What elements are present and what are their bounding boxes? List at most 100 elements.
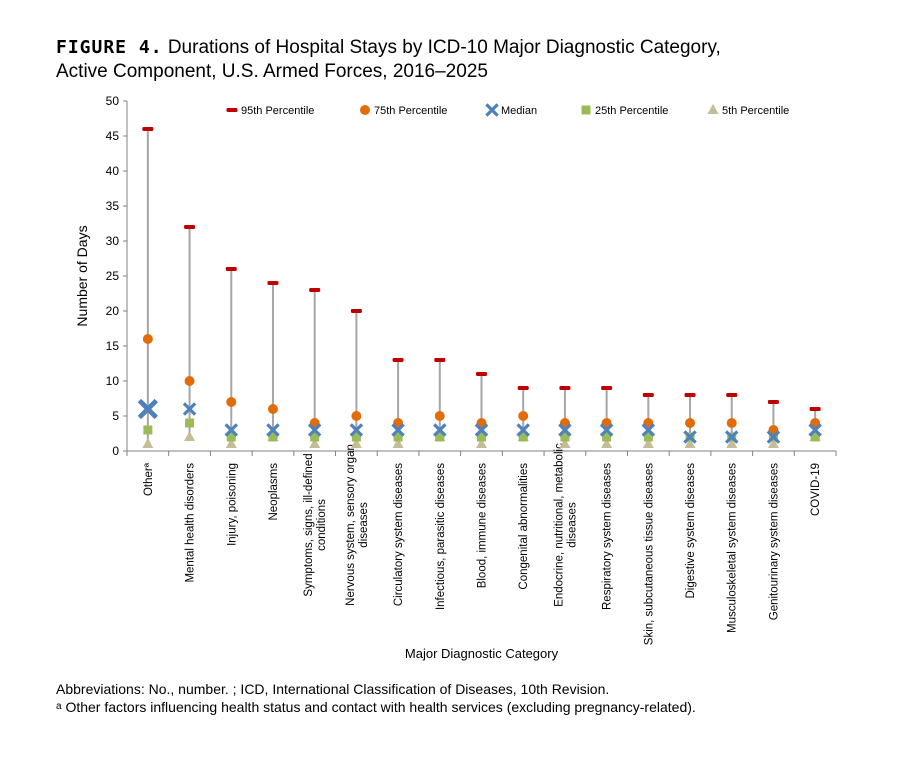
point-triangle	[559, 438, 571, 448]
category-label-line: diseases	[566, 502, 578, 548]
category-label-line: Congenital abnormalities	[518, 463, 530, 590]
point-square	[393, 432, 403, 442]
point-dash	[225, 267, 237, 271]
y-tick-label: 25	[106, 269, 120, 283]
category-label: Injury, poisoning	[226, 463, 238, 546]
point-circle	[518, 411, 529, 421]
point-dash	[267, 281, 279, 285]
point-dash	[767, 400, 779, 404]
point-x	[683, 430, 697, 444]
point-x	[808, 423, 822, 437]
category-label: Blood, immune diseases	[477, 463, 489, 589]
point-circle	[142, 334, 153, 344]
point-circle	[434, 411, 445, 421]
category-label: Congenital abnormalities	[518, 463, 530, 590]
point-circle	[184, 376, 195, 386]
legend-label: 95th Percentile	[241, 105, 314, 117]
category-label: Infectious, parasitic diseases	[435, 463, 447, 610]
legend-marker-dash	[226, 108, 238, 112]
point-x	[182, 402, 197, 416]
y-tick-label: 0	[112, 444, 119, 458]
footnote-text: Other factors influencing health status …	[65, 699, 696, 715]
category-label-line: Musculoskeletal system diseases	[727, 463, 739, 633]
category-label-line: Endocrine, nutritional, metabolic	[553, 443, 565, 607]
y-axis-title: Number of Days	[74, 225, 90, 326]
point-triangle	[184, 431, 196, 441]
category-label-line: Respiratory system diseases	[602, 463, 614, 610]
point-circle	[685, 418, 696, 428]
point-circle	[351, 411, 362, 421]
point-square	[268, 432, 278, 442]
point-triangle	[767, 438, 779, 448]
category-label: Digestive system diseases	[685, 463, 697, 599]
point-circle	[267, 404, 278, 414]
point-dash	[392, 358, 404, 362]
point-x	[266, 423, 280, 437]
point-triangle	[601, 438, 613, 448]
footnotes: Abbreviations: No., number. ; ICD, Inter…	[56, 680, 696, 716]
y-tick-label: 5	[112, 409, 119, 423]
point-dash	[601, 386, 613, 390]
y-tick-label: 40	[106, 164, 120, 178]
point-x	[599, 423, 614, 437]
category-label-line: COVID-19	[810, 463, 822, 516]
category-label: Circulatory system diseases	[393, 463, 405, 606]
point-dash	[684, 393, 696, 397]
y-tick-label: 35	[106, 199, 120, 213]
point-triangle	[350, 438, 362, 448]
point-circle	[726, 418, 737, 428]
y-tick-label: 30	[106, 234, 120, 248]
x-axis-title: Major Diagnostic Category	[405, 646, 559, 661]
point-triangle	[726, 438, 738, 448]
point-x	[766, 430, 781, 444]
point-dash	[184, 225, 196, 229]
category-label: Endocrine, nutritional, metabolicdisease…	[553, 443, 578, 607]
category-label: Otherª	[143, 462, 155, 496]
point-x	[433, 423, 447, 437]
category-label: Nervous system, sensory organdiseases	[345, 444, 370, 606]
point-x	[516, 423, 530, 437]
category-label-line: Nervous system, sensory organ	[345, 444, 357, 606]
category-label-line: Circulatory system diseases	[393, 463, 405, 606]
legend-marker-x	[485, 103, 499, 117]
category-label: Genitourinary system diseases	[768, 463, 780, 620]
point-x	[349, 423, 364, 437]
category-label-line: Skin, subcutaneous tissue diseases	[643, 463, 655, 645]
figure-title: FIGURE 4. Durations of Hospital Stays by…	[56, 36, 856, 84]
point-x	[137, 398, 158, 420]
category-label-line: Neoplasms	[268, 463, 280, 521]
category-label: Skin, subcutaneous tissue diseases	[643, 463, 655, 645]
category-label: Mental health disorders	[185, 463, 197, 583]
point-dash	[142, 127, 154, 131]
legend-label: 75th Percentile	[374, 105, 447, 117]
point-circle	[226, 397, 237, 407]
category-label: Respiratory system diseases	[602, 463, 614, 610]
legend-label: Median	[501, 105, 537, 117]
point-x	[224, 423, 239, 437]
category-label: COVID-19	[810, 463, 822, 516]
point-triangle	[225, 438, 237, 448]
point-triangle	[476, 438, 487, 448]
point-triangle	[142, 438, 154, 448]
point-dash	[809, 407, 821, 411]
point-x	[558, 423, 572, 437]
category-label-line: Genitourinary system diseases	[768, 463, 780, 620]
point-square	[185, 418, 195, 428]
point-x	[474, 423, 489, 437]
y-tick-label: 15	[106, 339, 120, 353]
point-square	[602, 432, 612, 442]
category-label-line: Infectious, parasitic diseases	[435, 463, 447, 610]
point-dash	[350, 309, 362, 313]
y-tick-label: 20	[106, 304, 120, 318]
point-dash	[559, 386, 571, 390]
category-label-line: diseases	[358, 502, 370, 548]
point-triangle	[642, 438, 654, 448]
legend-marker-square	[581, 105, 591, 115]
y-tick-label: 10	[106, 374, 120, 388]
figure-title-line1: Durations of Hospital Stays by ICD-10 Ma…	[167, 37, 721, 58]
point-x	[307, 423, 322, 437]
abbreviations-note: Abbreviations: No., number. ; ICD, Inter…	[56, 681, 610, 697]
point-triangle	[392, 438, 404, 448]
category-label: Musculoskeletal system diseases	[727, 463, 739, 633]
